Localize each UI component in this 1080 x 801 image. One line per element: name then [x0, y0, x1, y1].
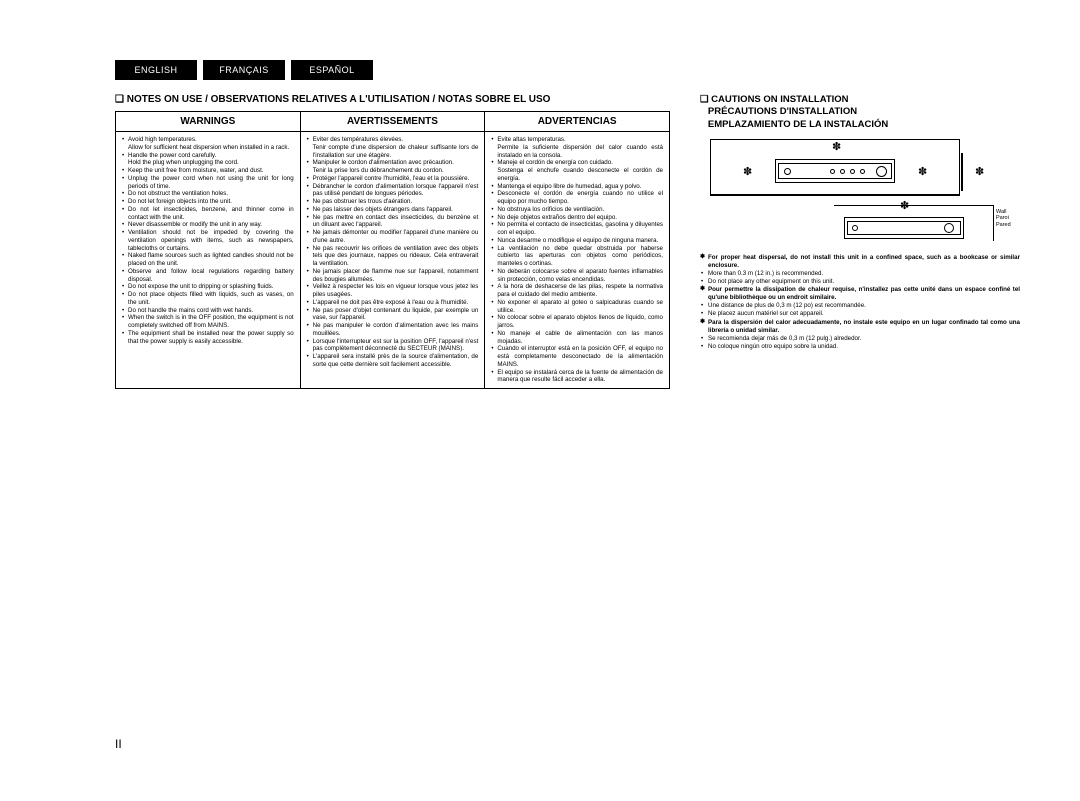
list-item: Tenir la prise lors du débranchement du … [307, 167, 479, 175]
caution-item: No coloque ningún otro equipo sobre la u… [700, 343, 1020, 351]
header-advertencias: ADVERTENCIAS [485, 112, 670, 132]
list-item: Desconecte el cordón de energía cuando n… [491, 190, 663, 206]
list-item: No deje objetos extraños dentro del equi… [491, 214, 663, 222]
warnings-table: WARNINGS AVERTISSEMENTS ADVERTENCIAS Avo… [115, 111, 670, 389]
caution-item: Une distance de plus de 0,3 m (12 po) es… [700, 302, 1020, 310]
warnings-cell-es: Evite altas temperaturas.Permite la sufi… [485, 132, 670, 389]
caution-item: Ne placez aucun matériel sur cet apparei… [700, 310, 1020, 318]
list-item: El equipo se instalará cerca de la fuent… [491, 369, 663, 385]
list-item: Handle the power cord carefully. [122, 152, 294, 160]
caution-item: Pour permettre la dissipation de chaleur… [700, 286, 1020, 302]
list-item: Ne jamais démonter ou modifier l'apparei… [307, 229, 479, 245]
list-item: Lorsque l'interrupteur est sur la positi… [307, 338, 479, 354]
warnings-cell-fr: Eviter des températures élevées.Tenir co… [300, 132, 485, 389]
tab-english: ENGLISH [115, 60, 197, 80]
list-item: The equipment shall be installed near th… [122, 330, 294, 346]
caution-item: Para la dispersión del calor adecuadamen… [700, 319, 1020, 335]
warnings-cell-en: Avoid high temperatures.Allow for suffic… [116, 132, 301, 389]
list-item: Ne pas mettre en contact des insecticide… [307, 214, 479, 230]
caution-item: More than 0.3 m (12 in.) is recommended. [700, 270, 1020, 278]
list-item: Ne jamais placer de flamme nue sur l'app… [307, 268, 479, 284]
list-item: Do not place objects filled with liquids… [122, 291, 294, 307]
list-item: Sostenga el enchufe cuando desconecte el… [491, 167, 663, 183]
list-item: Nunca desarme o modifique el equipo de n… [491, 237, 663, 245]
list-item: Keep the unit free from moisture, water,… [122, 167, 294, 175]
list-item: Protéger l'appareil contre l'humidité, l… [307, 175, 479, 183]
list-item: Maneje el cordón de energía con cuidado. [491, 159, 663, 167]
list-item: When the switch is in the OFF position, … [122, 314, 294, 330]
list-item: L'appareil sera installé près de la sour… [307, 353, 479, 369]
header-avertissements: AVERTISSEMENTS [300, 112, 485, 132]
list-item: No colocar sobre el aparato objetos llen… [491, 314, 663, 330]
list-item: Observe and follow local regulations reg… [122, 268, 294, 284]
list-item: Débrancher le cordon d'alimentation lors… [307, 183, 479, 199]
page-number: II [115, 737, 122, 751]
notes-column: ❏ NOTES ON USE / OBSERVATIONS RELATIVES … [115, 94, 670, 389]
list-item: Permite la suficiente dispersión del cal… [491, 144, 663, 160]
caution-item: Se recomienda dejar más de 0,3 m (12 pul… [700, 335, 1020, 343]
list-item: Avoid high temperatures. [122, 136, 294, 144]
list-item: Ne pas manipuler le cordon d'alimentatio… [307, 322, 479, 338]
list-item: No permita el contacto de insecticidas, … [491, 221, 663, 237]
list-item: No maneje el cable de alimentación con l… [491, 330, 663, 346]
list-item: Ne pas obstruer les trous d'aération. [307, 198, 479, 206]
list-item: Ne pas recouvrir les orifices de ventila… [307, 245, 479, 268]
list-item: Veillez à respecter les lois en vigueur … [307, 283, 479, 299]
list-item: La ventilación no debe quedar obstruida … [491, 245, 663, 268]
wall-label: WallParoiPared [996, 209, 1011, 228]
cautions-title: ❏ CAUTIONS ON INSTALLATION PRÉCAUTIONS D… [700, 94, 1020, 131]
list-item: Mantenga el equipo libre de humedad, agu… [491, 183, 663, 191]
list-item: Do not expose the unit to dripping or sp… [122, 283, 294, 291]
list-item: Hold the plug when unplugging the cord. [122, 159, 294, 167]
list-item: Ventilation should not be impeded by cov… [122, 229, 294, 252]
caution-item: For proper heat dispersal, do not instal… [700, 254, 1020, 270]
list-item: No exponer el aparato al goteo o salpica… [491, 299, 663, 315]
cautions-title-es: EMPLAZAMIENTO DE LA INSTALACIÓN [708, 119, 888, 130]
list-item: L'appareil ne doit pas être exposé à l'e… [307, 299, 479, 307]
list-item: Do not handle the mains cord with wet ha… [122, 307, 294, 315]
list-item: Do not obstruct the ventilation holes. [122, 190, 294, 198]
list-item: Naked flame sources such as lighted cand… [122, 252, 294, 268]
list-item: No obstruya los orificios de ventilación… [491, 206, 663, 214]
cautions-title-fr: PRÉCAUTIONS D'INSTALLATION [708, 106, 857, 117]
list-item: Ne pas poser d'objet contenant du liquid… [307, 307, 479, 323]
caution-item: Do not place any other equipment on this… [700, 278, 1020, 286]
tab-francais: FRANÇAIS [203, 60, 285, 80]
list-item: Never disassemble or modify the unit in … [122, 221, 294, 229]
notes-title-text: NOTES ON USE / OBSERVATIONS RELATIVES A … [127, 94, 551, 105]
tab-espanol: ESPAÑOL [291, 60, 373, 80]
list-item: Tenir compte d'une dispersion de chaleur… [307, 144, 479, 160]
list-item: Allow for sufficient heat dispersion whe… [122, 144, 294, 152]
list-item: Do not let insecticides, benzene, and th… [122, 206, 294, 222]
list-item: Ne pas laisser des objets étrangers dans… [307, 206, 479, 214]
list-item: Unplug the power cord when not using the… [122, 175, 294, 191]
cautions-column: ❏ CAUTIONS ON INSTALLATION PRÉCAUTIONS D… [700, 94, 1020, 389]
language-tabs: ENGLISH FRANÇAIS ESPAÑOL [115, 60, 1020, 80]
cautions-title-en: CAUTIONS ON INSTALLATION [711, 94, 848, 105]
notes-title: ❏ NOTES ON USE / OBSERVATIONS RELATIVES … [115, 94, 670, 105]
header-warnings: WARNINGS [116, 112, 301, 132]
cautions-notes: For proper heat dispersal, do not instal… [700, 254, 1020, 351]
list-item: A la hora de deshacerse de las pilas, re… [491, 283, 663, 299]
list-item: Cuando el interruptor está en la posició… [491, 345, 663, 368]
installation-diagram: ✽ ✽ ✽ ✽ ✽ WallParoiPared [700, 139, 1020, 244]
list-item: Evite altas temperaturas. [491, 136, 663, 144]
list-item: Manipuler le cordon d'alimentation avec … [307, 159, 479, 167]
list-item: Eviter des températures élevées. [307, 136, 479, 144]
list-item: No deberán colocarse sobre el aparato fu… [491, 268, 663, 284]
list-item: Do not let foreign objects into the unit… [122, 198, 294, 206]
